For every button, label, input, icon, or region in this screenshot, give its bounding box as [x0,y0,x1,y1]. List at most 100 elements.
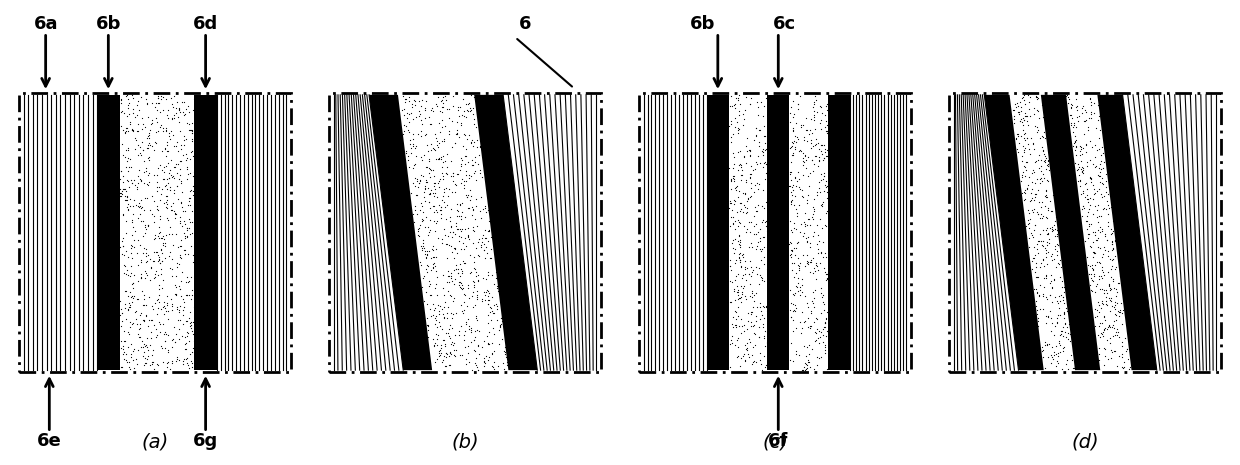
Point [730,147,750,155]
Point [1075,238,1095,245]
Point [170,127,190,135]
Point [141,120,161,127]
Point [755,132,775,140]
Point [1064,140,1084,147]
Point [815,188,835,195]
Point [1043,227,1063,234]
Point [817,121,837,129]
Point [139,293,159,300]
Point [746,124,766,132]
Point [750,245,770,252]
Point [177,329,197,336]
Point [1048,231,1068,238]
Point [1023,140,1043,147]
Point [479,292,498,300]
Point [1033,199,1053,206]
Point [799,350,818,358]
Point [451,265,471,272]
Point [780,306,800,313]
Point [174,320,193,328]
Point [796,157,816,164]
Point [1073,202,1092,210]
Point [1018,243,1038,250]
Point [461,172,481,179]
Point [754,314,774,322]
Point [434,291,454,299]
Point [1061,100,1081,108]
Point [487,305,507,312]
Point [128,346,148,354]
Point [1029,198,1049,206]
Point [171,141,191,149]
Point [746,132,766,140]
Point [1037,293,1056,300]
Point [184,330,203,338]
Point [455,356,475,363]
Point [432,341,451,349]
Point [1024,104,1044,112]
Point [470,166,490,174]
Point [399,93,419,100]
Point [176,345,196,352]
Point [725,323,745,330]
Point [175,251,195,258]
Point [1030,305,1050,312]
Point [139,141,159,149]
Point [785,173,805,181]
Point [1090,322,1110,330]
Point [153,239,172,246]
Point [808,232,828,239]
Point [1023,166,1043,173]
Point [439,278,459,286]
Point [172,296,192,303]
Point [790,259,810,266]
Point [792,121,812,128]
Point [155,182,175,190]
Point [1085,289,1105,296]
Point [812,109,832,116]
Point [466,354,486,361]
Point [409,113,429,120]
Point [1092,225,1112,232]
Point [1011,133,1030,140]
Point [720,257,740,264]
Point [804,99,823,106]
Point [464,283,484,291]
Point [1034,203,1054,210]
Point [792,288,812,296]
Point [1100,339,1120,346]
Point [169,119,188,126]
Point [161,94,181,102]
Point [797,364,817,372]
Point [1083,277,1102,285]
Point [131,93,151,101]
Point [1071,157,1091,164]
Point [1054,345,1074,352]
Point [435,231,455,239]
Point [1053,283,1073,290]
Point [463,239,482,246]
Point [805,303,825,310]
Point [794,158,813,165]
Point [1037,154,1056,161]
Point [167,169,187,177]
Point [182,208,202,215]
Point [1044,348,1064,355]
Point [1076,179,1096,187]
Point [126,356,146,363]
Point [154,175,174,182]
Point [418,141,438,148]
Text: 6: 6 [518,14,531,33]
Point [796,164,816,172]
Point [795,210,815,217]
Point [1050,341,1070,348]
Point [1096,293,1116,301]
Point [166,210,186,218]
Point [445,266,465,273]
Point [724,153,744,161]
Point [171,199,191,206]
Point [817,207,837,215]
Point [786,239,806,247]
Point [434,310,454,318]
Point [114,338,134,345]
